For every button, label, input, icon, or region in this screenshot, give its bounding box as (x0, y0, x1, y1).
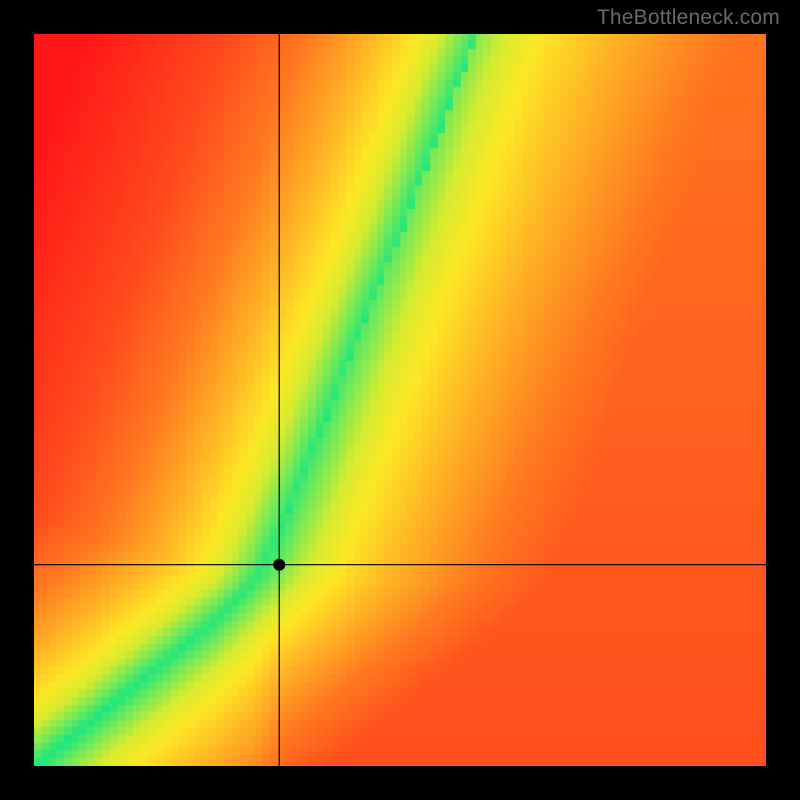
watermark-text: TheBottleneck.com (597, 6, 780, 30)
bottleneck-heatmap (34, 34, 766, 766)
